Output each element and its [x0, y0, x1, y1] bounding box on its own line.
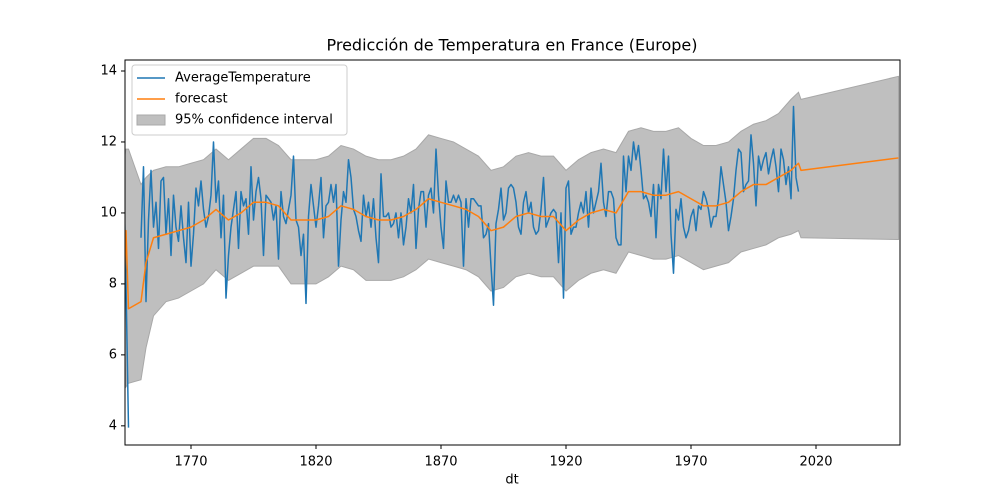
legend-label: forecast	[175, 92, 228, 107]
legend-label: AverageTemperature	[175, 71, 311, 86]
y-tick-label: 4	[109, 418, 117, 433]
chart-title: Predicción de Temperatura en France (Eur…	[326, 36, 697, 55]
forecast-line	[125, 157, 899, 310]
y-tick-label: 10	[100, 205, 117, 220]
legend-label: 95% confidence interval	[175, 113, 333, 128]
axes-frame	[124, 59, 901, 446]
y-tick-label: 14	[100, 64, 117, 79]
x-tick-label: 1970	[674, 455, 707, 470]
x-tick-label: 1820	[299, 455, 332, 470]
plot-layer	[125, 75, 899, 428]
y-tick-label: 6	[109, 347, 117, 362]
x-tick-label: 2020	[799, 455, 832, 470]
y-tick-label: 12	[100, 134, 117, 149]
x-tick-label: 1770	[174, 455, 207, 470]
legend-swatch	[136, 114, 166, 126]
x-tick-label: 1870	[424, 455, 457, 470]
legend: AverageTemperature forecast 95% confidence…	[131, 64, 348, 136]
y-tick-label: 8	[109, 276, 117, 291]
temperature-line	[125, 105, 800, 428]
x-axis-label: dt	[505, 473, 518, 488]
confidence-band	[125, 75, 899, 389]
x-tick-label: 1920	[549, 455, 582, 470]
legend-box	[131, 64, 348, 136]
